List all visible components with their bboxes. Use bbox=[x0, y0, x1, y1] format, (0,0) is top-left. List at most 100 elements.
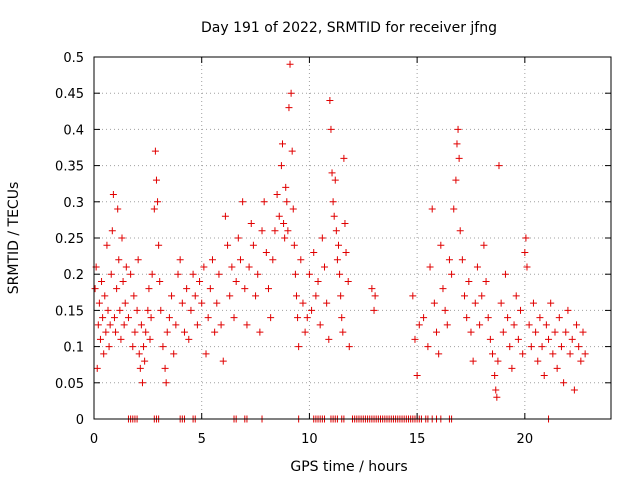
data-point bbox=[327, 125, 335, 133]
data-point bbox=[318, 234, 326, 242]
data-point bbox=[262, 248, 270, 256]
data-point bbox=[424, 343, 432, 351]
data-point bbox=[151, 147, 159, 155]
data-point bbox=[344, 277, 352, 285]
data-point bbox=[116, 306, 124, 314]
data-point bbox=[260, 198, 268, 206]
data-point bbox=[183, 285, 191, 293]
data-point bbox=[435, 350, 443, 358]
y-axis-label: SRMTID / TECUs bbox=[6, 182, 22, 295]
data-point bbox=[146, 335, 154, 343]
data-point bbox=[501, 270, 509, 278]
data-point bbox=[506, 343, 514, 351]
data-point bbox=[226, 292, 234, 300]
data-point bbox=[332, 227, 340, 235]
data-point bbox=[267, 314, 275, 322]
data-point bbox=[478, 292, 486, 300]
data-point bbox=[120, 321, 128, 329]
data-point bbox=[119, 277, 127, 285]
data-point bbox=[547, 299, 555, 307]
data-point bbox=[245, 263, 253, 271]
data-point bbox=[129, 343, 137, 351]
data-point bbox=[338, 314, 346, 322]
data-point bbox=[200, 263, 208, 271]
data-point bbox=[140, 343, 148, 351]
data-point bbox=[314, 277, 322, 285]
data-points bbox=[91, 60, 589, 423]
y-axis-ticks: 0 0.05 0.1 0.15 0.2 0.25 0.3 0.35 0.4 0.45 0.5 bbox=[55, 51, 611, 428]
data-point bbox=[320, 263, 328, 271]
y-tick-label: 0.4 bbox=[63, 123, 84, 138]
data-point bbox=[215, 270, 223, 278]
data-point bbox=[145, 285, 153, 293]
data-point bbox=[282, 183, 290, 191]
data-point bbox=[107, 270, 115, 278]
data-point bbox=[426, 263, 434, 271]
data-point bbox=[455, 154, 463, 162]
data-point bbox=[331, 176, 339, 184]
data-point bbox=[368, 285, 376, 293]
data-point bbox=[510, 321, 518, 329]
data-point bbox=[551, 328, 559, 336]
data-point bbox=[499, 328, 507, 336]
data-point bbox=[172, 321, 180, 329]
data-point bbox=[221, 212, 229, 220]
data-point bbox=[538, 343, 546, 351]
data-point bbox=[285, 104, 293, 112]
data-point bbox=[536, 314, 544, 322]
data-point bbox=[326, 96, 334, 104]
data-point bbox=[127, 270, 135, 278]
data-point bbox=[454, 125, 462, 133]
data-point bbox=[555, 314, 563, 322]
data-point bbox=[527, 343, 535, 351]
data-point bbox=[439, 285, 447, 293]
data-point bbox=[308, 306, 316, 314]
data-point bbox=[305, 270, 313, 278]
data-point bbox=[542, 321, 550, 329]
data-point bbox=[141, 357, 149, 365]
data-point bbox=[122, 263, 130, 271]
data-point bbox=[549, 350, 557, 358]
x-tick-label: 5 bbox=[198, 432, 206, 447]
data-point bbox=[124, 314, 132, 322]
data-point bbox=[517, 306, 525, 314]
data-point bbox=[243, 321, 251, 329]
data-point bbox=[532, 328, 540, 336]
data-point bbox=[529, 299, 537, 307]
data-point bbox=[202, 350, 210, 358]
data-point bbox=[249, 241, 257, 249]
data-point bbox=[150, 205, 158, 213]
data-point bbox=[294, 314, 302, 322]
data-point bbox=[325, 335, 333, 343]
data-point bbox=[522, 234, 530, 242]
data-point bbox=[411, 335, 419, 343]
data-point bbox=[323, 299, 331, 307]
data-point bbox=[219, 357, 227, 365]
data-point bbox=[217, 321, 225, 329]
data-point bbox=[99, 314, 107, 322]
data-point bbox=[114, 205, 122, 213]
data-point bbox=[98, 277, 106, 285]
data-point bbox=[482, 277, 490, 285]
data-point bbox=[121, 299, 129, 307]
x-tick-label: 10 bbox=[301, 432, 318, 447]
data-point bbox=[288, 147, 296, 155]
data-point bbox=[339, 328, 347, 336]
data-point bbox=[113, 285, 121, 293]
x-tick-label: 0 bbox=[90, 432, 98, 447]
data-point bbox=[415, 321, 423, 329]
data-point bbox=[155, 241, 163, 249]
data-point bbox=[310, 248, 318, 256]
data-point bbox=[115, 256, 123, 264]
data-point bbox=[557, 343, 565, 351]
data-point bbox=[420, 314, 428, 322]
data-point bbox=[433, 328, 441, 336]
data-point bbox=[312, 292, 320, 300]
data-point bbox=[452, 176, 460, 184]
data-point bbox=[135, 350, 143, 358]
data-point bbox=[575, 343, 583, 351]
data-point bbox=[286, 60, 294, 68]
data-point bbox=[553, 364, 561, 372]
data-point bbox=[301, 328, 309, 336]
data-point bbox=[461, 292, 469, 300]
